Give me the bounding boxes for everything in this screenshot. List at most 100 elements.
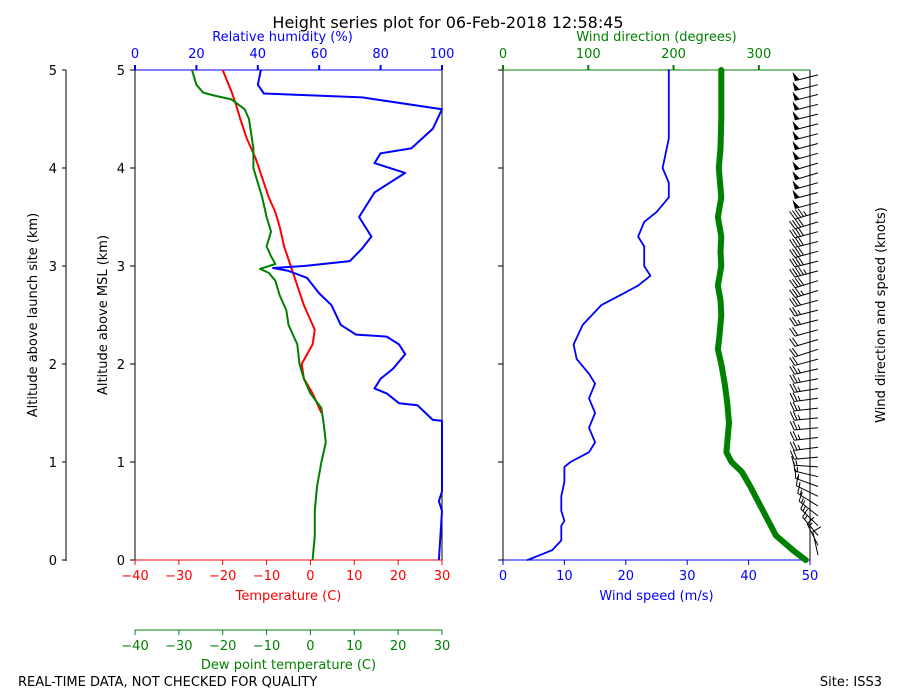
wind-barb-shaft	[798, 500, 819, 517]
wind-barb-shaft	[794, 162, 819, 171]
wind-barb-feather	[792, 288, 799, 297]
outer-y-tick-label: 4	[49, 162, 57, 177]
wind-barb-half-feather	[795, 460, 798, 466]
wind-barb-half-feather	[802, 506, 806, 512]
wind-barb-flag	[792, 71, 800, 81]
humidity-line	[256, 69, 443, 561]
wind-barb-feather	[789, 229, 796, 239]
wind-barb-feather	[789, 441, 795, 451]
dewpoint-tick-label: −20	[209, 639, 236, 654]
humidity-tick-label: 40	[250, 47, 267, 62]
wind-barb-feather	[789, 327, 796, 337]
temperature-tick-label: −40	[121, 569, 148, 584]
wind-barb-feather	[792, 220, 799, 229]
wind-barb-shaft	[794, 417, 819, 421]
wind-barb-shaft	[794, 407, 819, 412]
msl-y-tick-label: 4	[117, 162, 125, 177]
wind-barb-flag	[792, 171, 800, 180]
wind-barb-feather	[794, 287, 802, 297]
wind-barb-flag	[792, 130, 800, 140]
msl-y-tick-label: 1	[117, 456, 125, 471]
wind-barb-feather	[797, 256, 804, 266]
wind-barb-feather	[792, 228, 799, 238]
wind-barb-shaft	[794, 260, 819, 268]
wind-barb-feather	[791, 347, 799, 357]
wind-barb-feather	[792, 316, 799, 326]
wind-barb-feather	[792, 383, 798, 393]
wind-barb-shaft	[796, 485, 819, 497]
wind-barb-feather	[789, 357, 796, 366]
wind-barb-shaft	[794, 280, 819, 289]
temperature-tick-label: 20	[390, 569, 407, 584]
msl-y-axis-label: Altitude above MSL (km)	[96, 235, 111, 395]
wind-barb-feather	[792, 356, 799, 365]
wind-barb-feather	[792, 450, 798, 460]
wind-barb-feather	[789, 258, 796, 268]
wind-speed-tick-label: 20	[618, 569, 635, 584]
wind-barb-shaft	[794, 470, 819, 478]
wind-barb-half-feather	[797, 424, 801, 430]
wind-barb-half-feather	[808, 522, 813, 527]
wind-barb-feather	[798, 492, 803, 502]
wind-barb-shaft	[794, 241, 819, 248]
wind-barb-feather	[797, 246, 804, 256]
wind-barb-flag	[792, 199, 800, 209]
wind-barb-shaft	[794, 339, 819, 347]
wind-barb-feather	[797, 218, 805, 227]
temperature-axis-label: Temperature (C)	[235, 589, 342, 604]
wind-barb-shaft	[794, 456, 819, 460]
outer-y-tick-label: 0	[49, 554, 57, 569]
wind-direction-tick-label: 100	[576, 47, 601, 62]
wind-barb-feather	[794, 247, 802, 257]
dewpoint-tick-label: −40	[121, 639, 148, 654]
msl-y-tick-label: 0	[117, 554, 125, 569]
wind-barb-half-feather	[797, 395, 801, 401]
wind-barb-half-feather	[797, 405, 801, 411]
wind-barb-feather	[794, 228, 802, 237]
wind-barb-feather	[789, 220, 796, 230]
wind-barb-feather	[789, 268, 796, 278]
wind-barb-feather	[797, 266, 804, 276]
wind-speed-tick-label: 50	[802, 569, 819, 584]
dewpoint-tick-label: 30	[434, 639, 451, 654]
wind-barb-feather	[789, 348, 796, 358]
wind-barb-feather	[792, 278, 799, 288]
dewpoint-tick-label: 10	[346, 639, 363, 654]
temperature-tick-label: 10	[346, 569, 363, 584]
wind-barb-feather	[794, 267, 802, 276]
wind-direction-tick-label: 0	[499, 47, 507, 62]
wind-barb-feather	[789, 289, 796, 298]
wind-barb-half-feather	[803, 210, 807, 216]
wind-barb-half-feather	[797, 434, 801, 440]
wind-barb-feather	[789, 239, 796, 248]
temperature-tick-label: −10	[253, 569, 280, 584]
wind-barb-feather	[789, 279, 796, 289]
wind-barb-shaft	[794, 250, 819, 258]
wind-barb-flag	[792, 189, 800, 199]
site-label: Site: ISS3	[820, 675, 882, 690]
wind-barb-feather	[789, 421, 795, 431]
wind-barb-shaft	[800, 508, 819, 527]
wind-barb-shaft	[794, 290, 819, 298]
wind-barb-shaft	[794, 221, 819, 230]
wind-barb-flag	[792, 180, 800, 190]
wind-speed-tick-label: 10	[556, 569, 573, 584]
wind-barb-feather	[792, 365, 798, 374]
dewpoint-tick-label: −30	[165, 639, 192, 654]
wind-barb-feather	[792, 392, 798, 402]
wind-barb-flag	[792, 91, 800, 101]
wind-barb-feather	[792, 337, 799, 346]
msl-y-tick-label: 5	[117, 64, 125, 79]
wind-barb-feather	[795, 237, 801, 247]
wind-barb-feather	[789, 383, 795, 393]
wind-barb-half-feather	[797, 309, 801, 315]
quality-disclaimer: REAL-TIME DATA, NOT CHECKED FOR QUALITY	[18, 675, 317, 690]
wind-barb-shaft	[794, 427, 819, 431]
wind-barb-half-feather	[797, 444, 801, 450]
wind-barb-shaft	[794, 172, 819, 181]
wind-barb-shaft	[794, 329, 819, 337]
wind-speed-line	[526, 69, 670, 561]
wind-barb-shaft	[794, 397, 819, 403]
wind-barb-shaft	[794, 143, 819, 151]
